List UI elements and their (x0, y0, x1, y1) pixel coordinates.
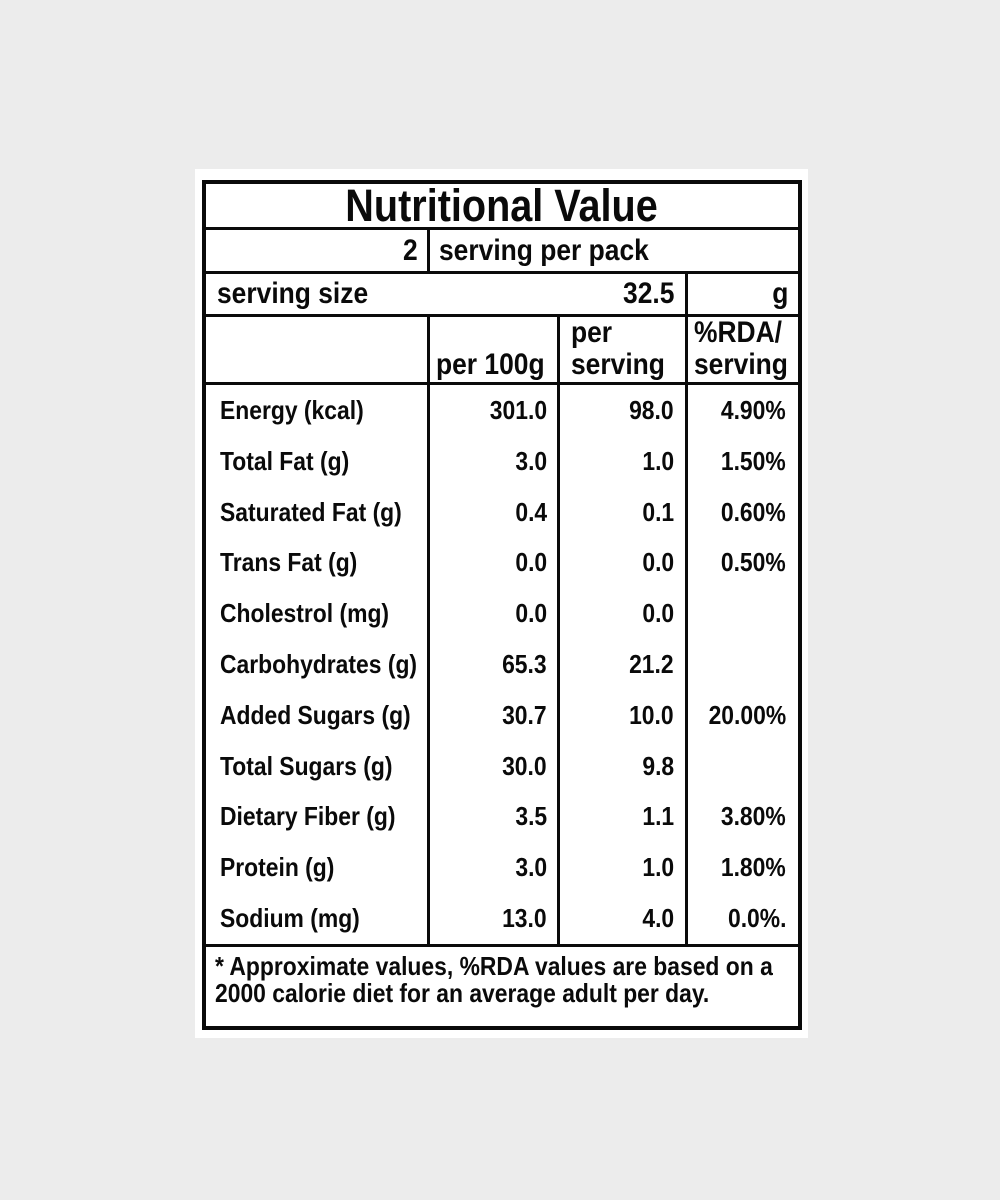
nutrient-row-saturated-fat: Saturated Fat (g) 0.4 0.1 0.60% (206, 486, 798, 538)
serving-size-label: serving size (217, 277, 369, 310)
header-per-100g-text: per 100g (436, 347, 545, 381)
header-rda-serving: %RDA/ serving (688, 317, 801, 386)
value-per-100g: 30.7 (502, 699, 547, 730)
value-per-100g: 30.0 (502, 750, 547, 781)
value-per-serving: 98.0 (629, 394, 674, 425)
servings-row: 2 serving per pack (206, 230, 798, 274)
value-per-serving: 0.1 (642, 496, 674, 527)
value-rda: 0.0%. (727, 903, 786, 934)
nutrition-table: Nutritional Value 2 serving per pack ser… (202, 180, 802, 1030)
header-per-100g: per 100g (430, 317, 560, 386)
value-rda: 20.00% (708, 699, 786, 730)
serving-size-unit: g (771, 277, 788, 310)
value-rda: 0.60% (721, 496, 786, 527)
footnote: * Approximate values, %RDA values are ba… (206, 947, 798, 1026)
nutrient-row-added-sugars: Added Sugars (g) 30.7 10.0 20.00% (206, 689, 798, 741)
nutrient-row-total-fat: Total Fat (g) 3.0 1.0 1.50% (206, 435, 798, 487)
value-rda: 1.80% (721, 852, 786, 883)
value-per-100g: 0.4 (515, 496, 547, 527)
nutrient-rows: Energy (kcal) 301.0 98.0 4.90% Total Fat… (206, 385, 798, 947)
servings-count: 2 (403, 233, 418, 267)
value-per-100g: 13.0 (502, 903, 547, 934)
nutrient-label: Total Fat (g) (220, 445, 350, 476)
nutrient-label: Total Sugars (g) (220, 750, 393, 781)
servings-text-cell: serving per pack (430, 230, 798, 271)
nutrient-label: Added Sugars (g) (220, 699, 411, 730)
value-per-100g: 0.0 (515, 598, 547, 629)
nutrient-label: Dietary Fiber (g) (220, 801, 396, 832)
serving-size-cell: serving size 32.5 (206, 274, 688, 314)
nutrient-row-total-sugars: Total Sugars (g) 30.0 9.8 (206, 740, 798, 792)
nutrient-label: Energy (kcal) (220, 394, 364, 425)
nutrient-row-trans-fat: Trans Fat (g) 0.0 0.0 0.50% (206, 537, 798, 589)
nutrient-row-energy: Energy (kcal) 301.0 98.0 4.90% (206, 385, 798, 436)
nutrient-label: Saturated Fat (g) (220, 496, 402, 527)
header-per-serving: per serving (560, 317, 688, 386)
value-rda: 3.80% (721, 801, 786, 832)
label-card: Nutritional Value 2 serving per pack ser… (195, 169, 808, 1038)
value-per-100g: 301.0 (489, 394, 547, 425)
value-per-serving: 0.0 (642, 598, 674, 629)
value-rda: 4.90% (721, 394, 786, 425)
nutrient-row-cholestrol: Cholestrol (mg) 0.0 0.0 (206, 588, 798, 640)
title-row: Nutritional Value (206, 180, 798, 231)
value-per-100g: 65.3 (502, 648, 547, 679)
nutrient-label: Sodium (mg) (220, 903, 360, 934)
servings-count-cell: 2 (206, 230, 430, 271)
serving-size-row: serving size 32.5 g (206, 274, 798, 317)
header-per-serving-text: per serving (571, 316, 665, 381)
nutrient-label: Carbohydrates (g) (220, 648, 418, 679)
nutrient-row-sodium: Sodium (mg) 13.0 4.0 0.0%. (206, 893, 798, 944)
value-per-serving: 10.0 (629, 699, 674, 730)
column-header-row: per 100g per serving %RDA/ serving (206, 317, 801, 386)
value-per-100g: 0.0 (515, 547, 547, 578)
nutrient-row-carbohydrates: Carbohydrates (g) 65.3 21.2 (206, 639, 798, 690)
value-per-100g: 3.0 (515, 445, 547, 476)
nutrient-row-protein: Protein (g) 3.0 1.0 1.80% (206, 842, 798, 894)
value-per-serving: 21.2 (629, 648, 674, 679)
value-per-serving: 1.1 (642, 801, 674, 832)
footnote-text: * Approximate values, %RDA values are ba… (215, 951, 773, 1008)
label-title: Nutritional Value (345, 179, 659, 231)
servings-text: serving per pack (439, 233, 649, 267)
header-rda-serving-text: %RDA/ serving (694, 316, 788, 381)
value-rda: 1.50% (721, 445, 786, 476)
header-blank-cell (206, 317, 430, 386)
value-per-serving: 0.0 (642, 547, 674, 578)
value-rda: 0.50% (721, 547, 786, 578)
value-per-serving: 1.0 (642, 445, 674, 476)
serving-size-value: 32.5 (622, 277, 674, 310)
value-per-100g: 3.0 (515, 852, 547, 883)
nutrient-label: Cholestrol (mg) (220, 598, 390, 629)
nutrient-label: Protein (g) (220, 852, 335, 883)
nutrient-label: Trans Fat (g) (220, 547, 358, 578)
value-per-serving: 1.0 (642, 852, 674, 883)
nutrient-row-dietary-fiber: Dietary Fiber (g) 3.5 1.1 3.80% (206, 791, 798, 843)
serving-size-unit-cell: g (688, 274, 798, 314)
value-per-100g: 3.5 (515, 801, 547, 832)
value-per-serving: 9.8 (642, 750, 674, 781)
value-per-serving: 4.0 (642, 903, 674, 934)
